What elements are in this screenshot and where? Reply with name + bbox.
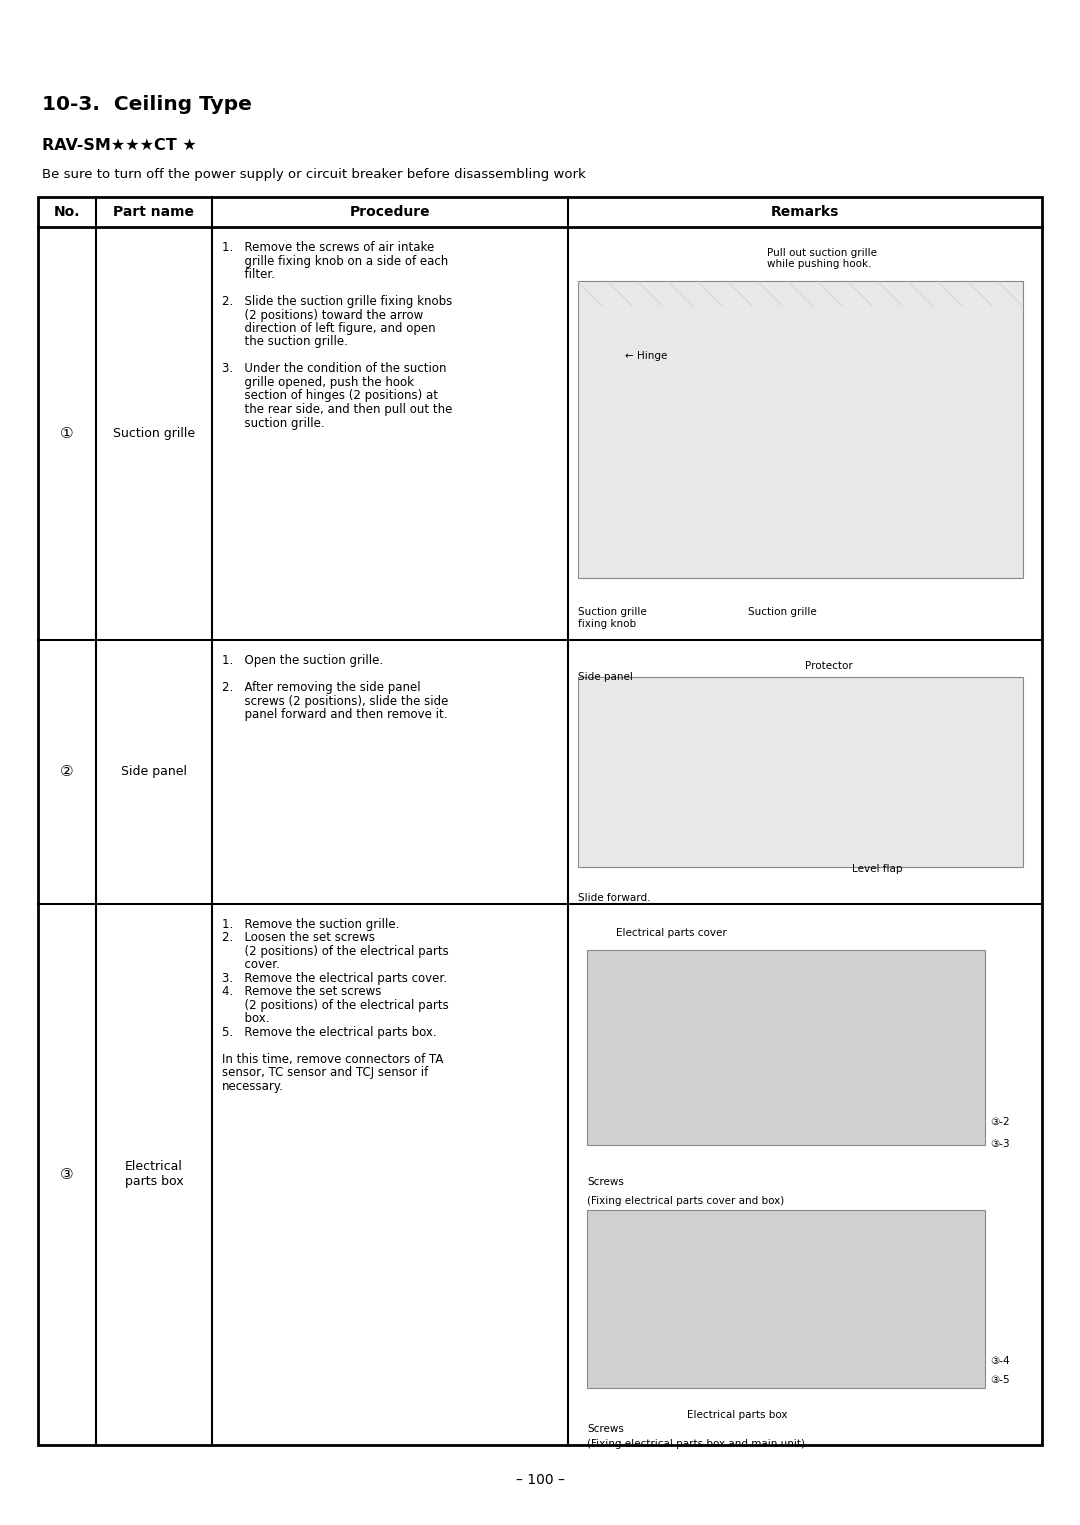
Text: (2 positions) of the electrical parts: (2 positions) of the electrical parts <box>221 944 448 958</box>
Text: sensor, TC sensor and TCJ sensor if: sensor, TC sensor and TCJ sensor if <box>221 1066 428 1080</box>
Bar <box>588 950 985 1145</box>
Text: – 100 –: – 100 – <box>515 1473 565 1487</box>
Bar <box>38 197 1042 1446</box>
Text: Level flap: Level flap <box>852 865 903 874</box>
Text: direction of left figure, and open: direction of left figure, and open <box>221 322 435 336</box>
Text: In this time, remove connectors of TA: In this time, remove connectors of TA <box>221 1052 443 1066</box>
Text: ②: ② <box>60 764 73 779</box>
Text: Pull out suction grille
while pushing hook.: Pull out suction grille while pushing ho… <box>767 247 877 270</box>
Text: Suction grille
fixing knob: Suction grille fixing knob <box>578 607 646 628</box>
Bar <box>578 677 1023 866</box>
Text: section of hinges (2 positions) at: section of hinges (2 positions) at <box>221 389 437 403</box>
Text: suction grille.: suction grille. <box>221 416 324 430</box>
Text: 5.   Remove the electrical parts box.: 5. Remove the electrical parts box. <box>221 1026 436 1039</box>
Text: ③-3: ③-3 <box>990 1139 1010 1150</box>
Text: Side panel: Side panel <box>578 671 633 682</box>
Text: Electrical parts cover: Electrical parts cover <box>616 929 726 938</box>
Text: grille opened, push the hook: grille opened, push the hook <box>221 377 414 389</box>
Text: (Fixing electrical parts cover and box): (Fixing electrical parts cover and box) <box>588 1196 784 1206</box>
Text: Electrical
parts box: Electrical parts box <box>124 1161 184 1188</box>
Bar <box>588 1209 985 1388</box>
Text: 2.   After removing the side panel: 2. After removing the side panel <box>221 682 420 694</box>
Text: Protector: Protector <box>805 662 853 671</box>
Text: the rear side, and then pull out the: the rear side, and then pull out the <box>221 403 453 416</box>
Text: 2.   Slide the suction grille fixing knobs: 2. Slide the suction grille fixing knobs <box>221 294 451 308</box>
Text: ③-4: ③-4 <box>990 1356 1010 1366</box>
Text: Electrical parts box: Electrical parts box <box>687 1409 787 1420</box>
Text: Side panel: Side panel <box>121 766 187 778</box>
Text: (Fixing electrical parts box and main unit): (Fixing electrical parts box and main un… <box>588 1438 805 1449</box>
Text: Be sure to turn off the power supply or circuit breaker before disassembling wor: Be sure to turn off the power supply or … <box>42 168 585 181</box>
Text: 1.   Open the suction grille.: 1. Open the suction grille. <box>221 654 382 666</box>
Text: Part name: Part name <box>113 204 194 220</box>
Text: ③-5: ③-5 <box>990 1374 1010 1385</box>
Text: Suction grille: Suction grille <box>113 427 195 441</box>
Text: No.: No. <box>54 204 80 220</box>
Text: ← Hinge: ← Hinge <box>625 351 667 361</box>
Text: ③: ③ <box>60 1167 73 1182</box>
Text: filter.: filter. <box>221 268 274 281</box>
Text: Screws: Screws <box>588 1424 624 1435</box>
Text: ①: ① <box>60 425 73 441</box>
Text: Remarks: Remarks <box>771 204 839 220</box>
Text: panel forward and then remove it.: panel forward and then remove it. <box>221 708 447 721</box>
Text: (2 positions) of the electrical parts: (2 positions) of the electrical parts <box>221 999 448 1011</box>
Text: Procedure: Procedure <box>350 204 430 220</box>
Text: necessary.: necessary. <box>221 1080 284 1093</box>
Text: 4.   Remove the set screws: 4. Remove the set screws <box>221 985 381 999</box>
Text: (2 positions) toward the arrow: (2 positions) toward the arrow <box>221 308 423 322</box>
Text: Suction grille: Suction grille <box>748 607 816 618</box>
Text: 3.   Remove the electrical parts cover.: 3. Remove the electrical parts cover. <box>221 971 447 985</box>
Text: 2.   Loosen the set screws: 2. Loosen the set screws <box>221 932 375 944</box>
Text: 3.   Under the condition of the suction: 3. Under the condition of the suction <box>221 363 446 375</box>
Text: Screws: Screws <box>588 1177 624 1186</box>
Text: RAV-SM★★★CT ★: RAV-SM★★★CT ★ <box>42 137 197 152</box>
Text: ③-2: ③-2 <box>990 1118 1010 1127</box>
Text: 1.   Remove the suction grille.: 1. Remove the suction grille. <box>221 918 400 930</box>
Text: 1.   Remove the screws of air intake: 1. Remove the screws of air intake <box>221 241 434 255</box>
Text: grille fixing knob on a side of each: grille fixing knob on a side of each <box>221 255 448 267</box>
Text: box.: box. <box>221 1013 269 1025</box>
Text: cover.: cover. <box>221 958 280 971</box>
Text: 10-3.  Ceiling Type: 10-3. Ceiling Type <box>42 95 252 114</box>
Bar <box>578 281 1023 578</box>
Text: Slide forward.: Slide forward. <box>578 894 650 903</box>
Text: screws (2 positions), slide the side: screws (2 positions), slide the side <box>221 694 448 708</box>
Text: the suction grille.: the suction grille. <box>221 336 348 349</box>
